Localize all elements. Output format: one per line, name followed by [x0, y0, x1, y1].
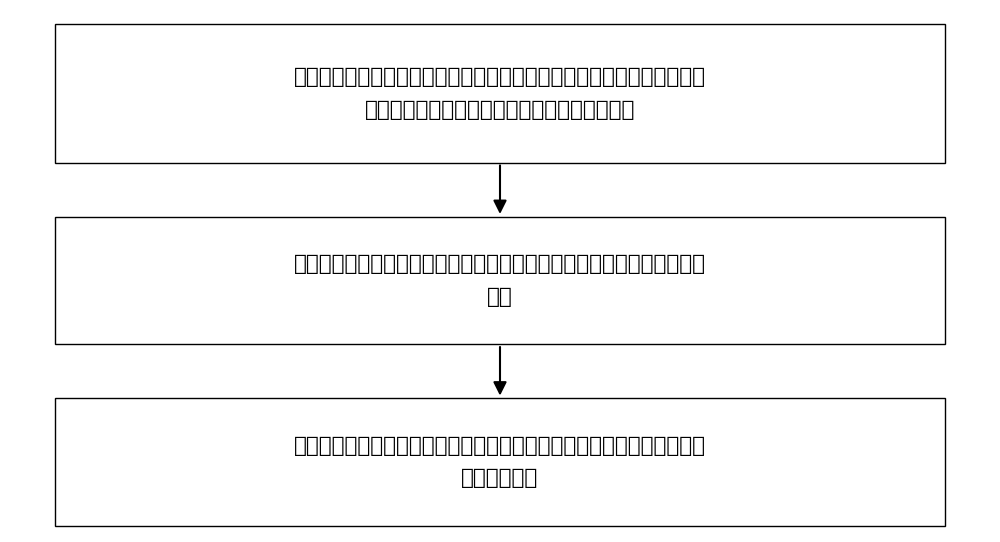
FancyBboxPatch shape: [55, 398, 945, 526]
Text: 以发生交流单相故障且考虑二倍频环流注入的子模块电容电压的基频和二
倍频波动分量作为抑制目标，建立优化目标函数: 以发生交流单相故障且考虑二倍频环流注入的子模块电容电压的基频和二 倍频波动分量作…: [294, 67, 706, 120]
Text: 以目标函数最小化作为目标进行全局优化，获得二倍频环流注入的幅值和
相位: 以目标函数最小化作为目标进行全局优化，获得二倍频环流注入的幅值和 相位: [294, 254, 706, 307]
FancyBboxPatch shape: [55, 217, 945, 344]
FancyBboxPatch shape: [55, 24, 945, 163]
Text: 根据二倍频环流注入的幅值和相位生成参考信号，结合调制算法实现二倍
频环流的注入: 根据二倍频环流注入的幅值和相位生成参考信号，结合调制算法实现二倍 频环流的注入: [294, 436, 706, 488]
